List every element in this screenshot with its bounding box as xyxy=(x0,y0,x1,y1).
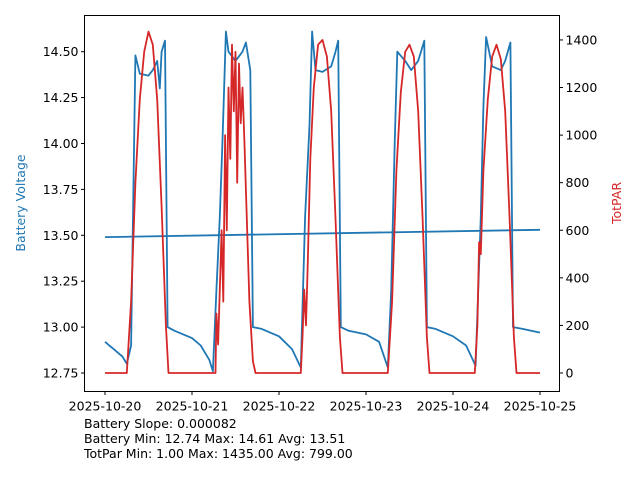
x-tick-label: 2025-10-21 xyxy=(156,399,229,414)
x-tick-label: 2025-10-20 xyxy=(69,399,142,414)
y-right-tick-label: 800 xyxy=(566,175,590,190)
y-left-tick-label: 13.25 xyxy=(43,274,79,289)
x-tick-label: 2025-10-24 xyxy=(417,399,490,414)
x-tick-label: 2025-10-25 xyxy=(504,399,577,414)
stats-block: Battery Slope: 0.000082 Battery Min: 12.… xyxy=(84,416,353,461)
y-right-tick-label: 200 xyxy=(566,318,590,333)
y-axis-label-left: Battery Voltage xyxy=(13,154,28,251)
y-left-tick-label: 12.75 xyxy=(43,366,79,381)
plot-frame xyxy=(84,15,560,392)
series-line-battery-voltage xyxy=(104,30,541,373)
y-left-tick-label: 14.25 xyxy=(43,90,79,105)
y-left-tick-label: 14.50 xyxy=(43,44,79,59)
y-axis-label-right: TotPAR xyxy=(609,182,624,225)
x-tick-label: 2025-10-22 xyxy=(243,399,316,414)
y-left-tick-label: 13.75 xyxy=(43,182,79,197)
y-left-tick-label: 13.50 xyxy=(43,228,79,243)
series-line-totpar xyxy=(105,30,540,374)
totpar-stats-text: TotPar Min: 1.00 Max: 1435.00 Avg: 799.0… xyxy=(84,446,353,461)
series-line-battery-trend xyxy=(104,228,541,238)
y-left-tick-label: 14.00 xyxy=(43,136,79,151)
y-right-tick-label: 1400 xyxy=(566,32,598,47)
y-right-tick-label: 600 xyxy=(566,223,590,238)
x-tick-label: 2025-10-23 xyxy=(330,399,403,414)
y-right-tick-label: 1000 xyxy=(566,128,598,143)
y-left-tick-label: 13.00 xyxy=(43,320,79,335)
battery-slope-text: Battery Slope: 0.000082 xyxy=(84,416,237,431)
y-right-tick-label: 0 xyxy=(566,366,574,381)
battery-stats-text: Battery Min: 12.74 Max: 14.61 Avg: 13.51 xyxy=(84,431,346,446)
y-right-tick-label: 1200 xyxy=(566,80,598,95)
y-right-tick-label: 400 xyxy=(566,270,590,285)
